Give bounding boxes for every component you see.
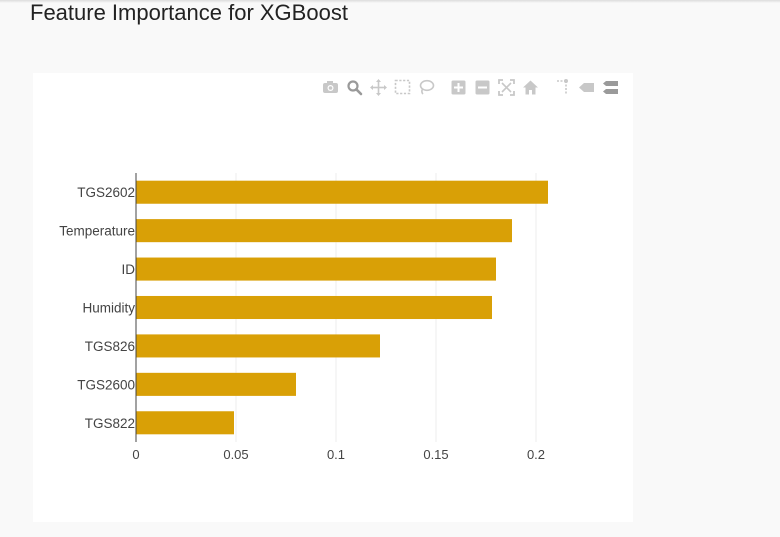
zoom-in-icon [451, 80, 466, 94]
reset-axes-icon [523, 80, 538, 94]
zoom-icon [347, 79, 363, 95]
bar-chart: 0 0.05 0.1 0.15 0.2 TGS822 TGS2600 TGS826 Humidi… [59, 173, 548, 462]
zoom-out-button[interactable] [474, 79, 491, 95]
bar-layer [136, 180, 548, 435]
page-title: Feature Importance for XGBoost [30, 0, 348, 25]
y-tick-label: TGS822 [85, 416, 135, 431]
x-tick-label: 0.15 [423, 447, 448, 462]
spike-lines-icon [557, 78, 568, 94]
hover-compare-icon [603, 80, 618, 94]
lasso-select-icon [419, 79, 435, 95]
y-tick-label: Temperature [59, 224, 135, 239]
y-tick-label: Humidity [82, 301, 135, 316]
bar-tgs2602[interactable] [136, 180, 548, 204]
label-layer: 0 0.05 0.1 0.15 0.2 TGS822 TGS2600 TGS826 Humidi… [59, 185, 545, 462]
modebar [322, 78, 626, 96]
box-select-button[interactable] [394, 79, 411, 95]
hover-closest-icon [579, 82, 594, 92]
top-shadow [0, 0, 780, 3]
x-tick-label: 0.2 [527, 447, 545, 462]
zoom-out-icon [475, 80, 490, 94]
x-tick-label: 0 [132, 447, 139, 462]
x-tick-label: 0.1 [327, 447, 345, 462]
bar-humidity[interactable] [136, 295, 492, 320]
pan-button[interactable] [370, 78, 387, 96]
autoscale-button[interactable] [498, 78, 515, 96]
x-tick-label: 0.05 [223, 447, 248, 462]
spike-lines-button[interactable] [554, 78, 571, 95]
bar-tgs822[interactable] [136, 411, 234, 435]
y-tick-label: ID [122, 262, 136, 277]
bar-tgs826[interactable] [136, 334, 380, 358]
chart-card: 0 0.05 0.1 0.15 0.2 TGS822 TGS2600 TGS826 Humidi… [33, 73, 633, 522]
autoscale-icon [498, 78, 515, 96]
box-select-icon [394, 79, 411, 94]
hover-closest-button[interactable] [578, 79, 595, 95]
y-tick-label: TGS2602 [77, 185, 135, 200]
camera-icon [323, 80, 338, 93]
y-tick-label: TGS2600 [77, 377, 135, 392]
bar-temperature[interactable] [136, 219, 512, 243]
camera-button[interactable] [322, 79, 339, 95]
zoom-button[interactable] [346, 79, 363, 95]
hover-compare-button[interactable] [602, 79, 619, 95]
reset-axes-button[interactable] [522, 79, 539, 95]
lasso-select-button[interactable] [418, 79, 435, 95]
zoom-in-button[interactable] [450, 79, 467, 95]
bar-tgs2600[interactable] [136, 372, 296, 396]
y-tick-label: TGS826 [85, 339, 135, 354]
pan-icon [370, 78, 387, 96]
bar-id[interactable] [136, 257, 496, 281]
